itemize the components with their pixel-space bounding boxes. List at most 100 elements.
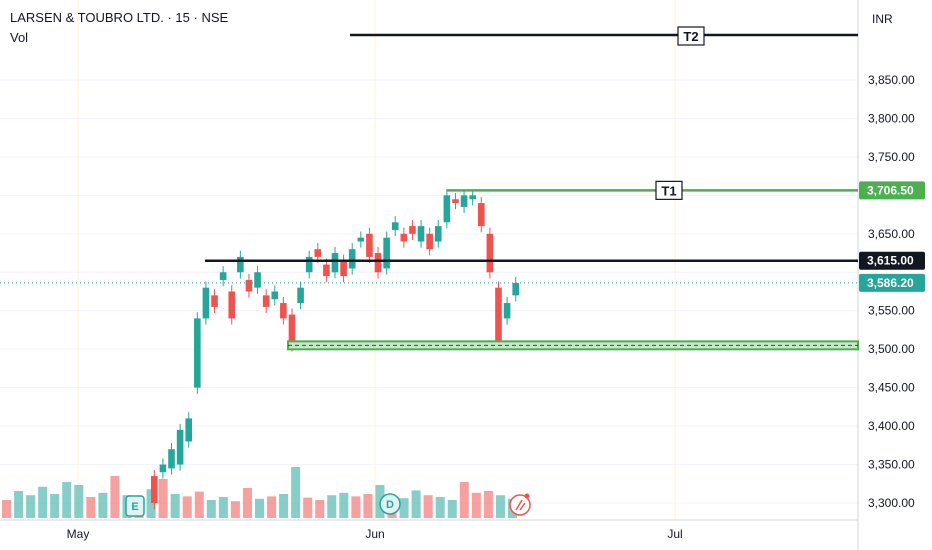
volume-bar bbox=[327, 495, 337, 518]
candle bbox=[194, 318, 201, 388]
price-tick-label: 3,800.00 bbox=[868, 111, 915, 125]
candle bbox=[366, 233, 373, 257]
candle bbox=[426, 233, 433, 250]
volume-label: Vol bbox=[10, 30, 29, 45]
level-label-t1-box bbox=[655, 180, 683, 200]
level-label-t1[interactable]: T1 bbox=[655, 180, 683, 200]
candle bbox=[383, 237, 390, 269]
time-tick-label: May bbox=[67, 527, 90, 541]
volume-bar bbox=[50, 494, 60, 518]
volume-bar bbox=[495, 495, 505, 518]
level-label-t1-text: T1 bbox=[661, 183, 676, 198]
volume-bar bbox=[194, 491, 204, 518]
time-tick-label: Jun bbox=[365, 527, 384, 541]
split-circle bbox=[509, 494, 531, 516]
volume-bar bbox=[110, 476, 120, 518]
currency-selector[interactable]: INR bbox=[872, 12, 893, 26]
volume-bar bbox=[351, 496, 361, 518]
volume-bar bbox=[98, 492, 108, 518]
volume-bar bbox=[14, 491, 24, 518]
volume-bar bbox=[483, 491, 493, 518]
candle bbox=[202, 287, 210, 319]
price-badge-support bbox=[859, 181, 925, 200]
volume-bar bbox=[170, 494, 180, 518]
marker-text: E bbox=[131, 501, 138, 513]
marker-dividend[interactable]: D bbox=[379, 493, 401, 515]
candle bbox=[254, 272, 261, 288]
split-dot bbox=[524, 493, 530, 499]
volume-bar bbox=[423, 495, 433, 518]
candle bbox=[219, 272, 227, 280]
volume-bar bbox=[399, 498, 409, 518]
volume-bar bbox=[279, 494, 289, 518]
candle bbox=[185, 418, 193, 442]
volume-bar bbox=[62, 482, 72, 518]
candle bbox=[280, 303, 287, 319]
volume-bar bbox=[303, 497, 313, 518]
level-label-t2-text: T2 bbox=[683, 29, 698, 44]
candle bbox=[374, 253, 382, 273]
price-tick-label: 3,550.00 bbox=[868, 304, 915, 318]
candle bbox=[495, 287, 502, 342]
candle bbox=[469, 195, 476, 200]
volume-bar bbox=[267, 496, 277, 518]
candle bbox=[512, 283, 519, 296]
candle bbox=[452, 199, 459, 204]
price-tick-label: 3,350.00 bbox=[868, 458, 915, 472]
volume-bar bbox=[339, 492, 349, 518]
candle bbox=[477, 203, 485, 227]
candle bbox=[314, 249, 322, 257]
volume-bar bbox=[254, 498, 265, 518]
candle bbox=[176, 429, 184, 465]
volume-bar bbox=[206, 500, 216, 518]
price-badge-text-support: 3,706.50 bbox=[867, 183, 914, 197]
price-tick-label: 3,500.00 bbox=[868, 342, 915, 356]
price-tick-label: 3,450.00 bbox=[868, 381, 915, 395]
volume-bar bbox=[218, 497, 228, 518]
volume-bar bbox=[435, 497, 445, 518]
price-tick-label: 3,750.00 bbox=[868, 150, 915, 164]
volume-bar bbox=[447, 500, 457, 518]
time-tick-label: Jul bbox=[667, 527, 682, 541]
price-tick-label: 3,400.00 bbox=[868, 419, 915, 433]
marker-earnings[interactable]: E bbox=[125, 495, 145, 517]
earnings-icon bbox=[125, 495, 145, 517]
level-label-t2[interactable]: T2 bbox=[677, 26, 705, 46]
candle bbox=[357, 237, 365, 242]
volume-bar bbox=[2, 500, 12, 518]
candle bbox=[305, 256, 313, 273]
candle bbox=[443, 195, 451, 223]
price-badge-text-current: 3,586.20 bbox=[867, 276, 914, 290]
volume-bar bbox=[38, 486, 48, 518]
price-tick-label: 3,850.00 bbox=[868, 73, 915, 87]
volume-bar bbox=[459, 482, 469, 518]
candle bbox=[348, 249, 356, 269]
volume-bar bbox=[291, 467, 301, 518]
candle bbox=[434, 226, 442, 242]
candle bbox=[417, 226, 425, 242]
candle bbox=[340, 260, 347, 277]
candle bbox=[409, 226, 416, 234]
candle bbox=[400, 233, 408, 242]
volume-bar bbox=[158, 479, 168, 518]
candle bbox=[245, 279, 253, 292]
candle bbox=[159, 464, 167, 473]
price-tick-label: 3,650.00 bbox=[868, 227, 915, 241]
volume-bar bbox=[182, 496, 192, 518]
candle bbox=[228, 291, 236, 319]
candle bbox=[168, 449, 175, 469]
candle bbox=[486, 233, 494, 273]
volume-bar bbox=[74, 485, 84, 518]
marker-text: D bbox=[386, 499, 394, 511]
split-event-icon[interactable] bbox=[509, 493, 531, 516]
candle bbox=[151, 476, 158, 503]
level-label-t2-box bbox=[677, 26, 705, 46]
symbol-title: LARSEN & TOUBRO LTD. · 15 · NSE bbox=[10, 10, 229, 25]
volume-bar bbox=[26, 495, 36, 518]
volume-bar bbox=[315, 500, 325, 518]
candle bbox=[331, 253, 339, 273]
candle bbox=[271, 291, 279, 300]
volume-bar bbox=[363, 494, 373, 518]
price-badge-resistance bbox=[859, 251, 925, 270]
